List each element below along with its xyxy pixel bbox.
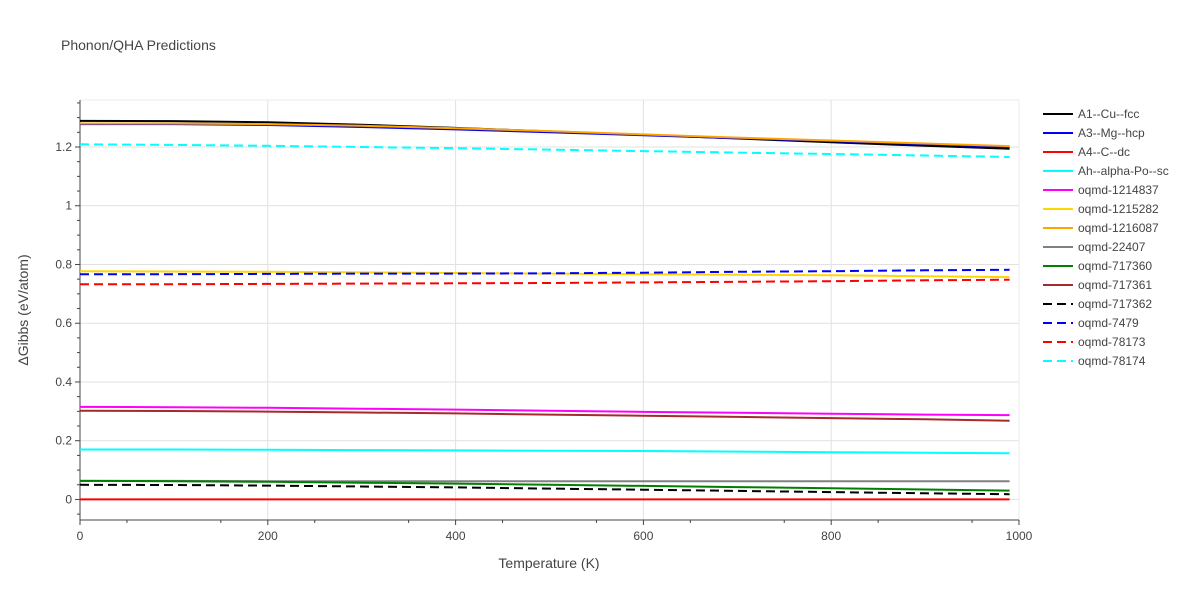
- legend-item[interactable]: oqmd-717362: [1043, 297, 1152, 311]
- series-layer: [79, 119, 1010, 501]
- x-tick-label: 1000: [1006, 529, 1033, 543]
- legend-label: oqmd-1214837: [1078, 183, 1159, 197]
- legend-item[interactable]: oqmd-1214837: [1043, 183, 1159, 197]
- legend-item[interactable]: oqmd-78174: [1043, 354, 1146, 368]
- series-line-oqmd-1216087: [80, 122, 1010, 148]
- legend-label: oqmd-7479: [1078, 316, 1139, 330]
- y-tick-label: 0.6: [55, 316, 72, 330]
- y-tick-label: 0.4: [55, 375, 72, 389]
- x-tick-label: 400: [446, 529, 466, 543]
- series-line-Ah--alpha-Po--sc: [80, 448, 1010, 455]
- grid: [80, 99, 1020, 520]
- series-line-oqmd-1214837: [79, 405, 1010, 417]
- legend-label: oqmd-717360: [1078, 259, 1152, 273]
- x-tick-label: 200: [258, 529, 278, 543]
- x-tick-label: 600: [633, 529, 653, 543]
- legend-label: oqmd-1216087: [1078, 221, 1159, 235]
- legend-label: oqmd-78174: [1078, 354, 1146, 368]
- y-tick-label: 0.8: [55, 257, 72, 271]
- x-axis-title: Temperature (K): [498, 555, 599, 571]
- series-line-oqmd-717360: [79, 479, 1010, 492]
- legend-item[interactable]: oqmd-717360: [1043, 259, 1152, 273]
- legend-item[interactable]: oqmd-717361: [1043, 278, 1152, 292]
- series-line-oqmd-78174: [79, 143, 1010, 158]
- legend-item[interactable]: A1--Cu--fcc: [1043, 107, 1139, 121]
- y-tick-label: 1.2: [55, 140, 72, 154]
- legend-item[interactable]: oqmd-78173: [1043, 335, 1146, 349]
- x-tick-label: 800: [821, 529, 841, 543]
- legend-item[interactable]: oqmd-22407: [1043, 240, 1146, 254]
- legend-item[interactable]: Ah--alpha-Po--sc: [1043, 164, 1169, 178]
- series-line-oqmd-717361: [79, 409, 1010, 422]
- series-line-oqmd-7479: [80, 268, 1010, 276]
- legend-item[interactable]: oqmd-7479: [1043, 316, 1139, 330]
- legend-label: oqmd-717361: [1078, 278, 1152, 292]
- axes: 0 0.2 0.4 0.6 0.8 1 1.2 0 200 400 600 800 1000: [55, 100, 1033, 543]
- legend-item[interactable]: oqmd-1216087: [1043, 221, 1159, 235]
- legend-label: oqmd-78173: [1078, 335, 1146, 349]
- legend-label: oqmd-1215282: [1078, 202, 1159, 216]
- legend-label: A1--Cu--fcc: [1078, 107, 1139, 121]
- y-tick-label: 0: [65, 492, 72, 506]
- series-line-oqmd-78173: [80, 278, 1010, 286]
- legend-item[interactable]: A4--C--dc: [1043, 145, 1130, 159]
- legend-label: A3--Mg--hcp: [1078, 126, 1145, 140]
- x-tick-label: 0: [77, 529, 84, 543]
- legend-item[interactable]: A3--Mg--hcp: [1043, 126, 1145, 140]
- legend[interactable]: A1--Cu--fcc A3--Mg--hcp A4--C--dc Ah--alpha…: [1043, 107, 1169, 368]
- y-tick-label: 0.2: [55, 434, 72, 448]
- chart-title: Phonon/QHA Predictions: [61, 37, 216, 53]
- legend-label: oqmd-22407: [1078, 240, 1146, 254]
- legend-label: oqmd-717362: [1078, 297, 1152, 311]
- y-tick-label: 1: [65, 199, 72, 213]
- series-line-oqmd-717362: [79, 483, 1010, 496]
- legend-item[interactable]: oqmd-1215282: [1043, 202, 1159, 216]
- legend-label: Ah--alpha-Po--sc: [1078, 164, 1169, 178]
- legend-label: A4--C--dc: [1078, 145, 1130, 159]
- y-axis-title: ΔGibbs (eV/atom): [15, 254, 31, 365]
